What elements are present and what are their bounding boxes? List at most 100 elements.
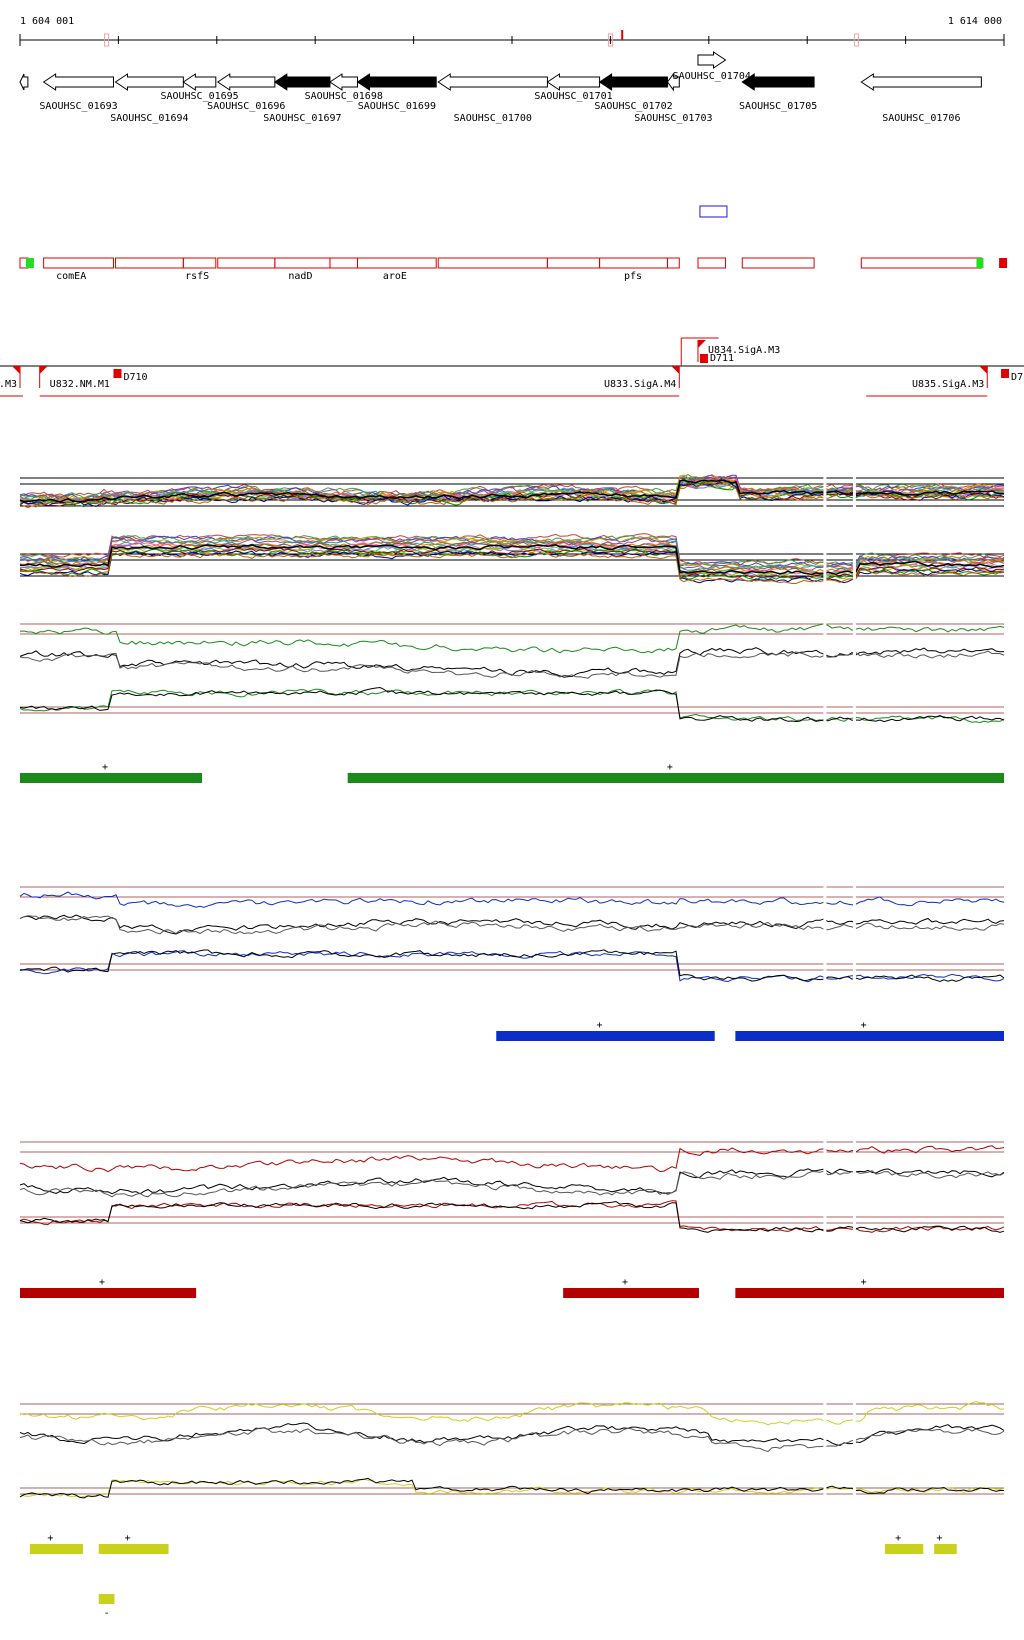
gene-label: SAOUHSC_01700 (454, 113, 532, 124)
profile-trace (19, 623, 1005, 654)
gene-region-box (666, 257, 680, 269)
segment-sign: + (861, 1020, 867, 1031)
gene-arrows: SAOUHSC_01693SAOUHSC_01694SAOUHSC_01695S… (19, 51, 982, 124)
profile-trace (19, 474, 1005, 503)
profile-trace (19, 1200, 1005, 1233)
gene-region-box (114, 257, 184, 269)
profile-trace (19, 914, 1005, 935)
profile-trace (19, 1168, 1005, 1195)
ruler-end-label: 1 614 000 (948, 16, 1002, 27)
gene-label: SAOUHSC_01705 (739, 101, 817, 112)
gene-region-box (860, 257, 982, 269)
segment-sign: + (622, 1277, 628, 1288)
promoter-flag (671, 366, 680, 374)
promoter-label: D71 (1011, 372, 1024, 383)
gene-arrow[interactable] (666, 72, 680, 92)
promoter-flag (39, 366, 48, 374)
ruler-marker (104, 33, 110, 47)
gene-arrow[interactable] (546, 73, 601, 91)
gene-region-box (697, 257, 727, 269)
gene-arrow[interactable] (697, 51, 727, 69)
segment-bar[interactable] (20, 1288, 197, 1298)
promoter-label: A.M3 (0, 379, 17, 390)
segment-sign: + (596, 1020, 602, 1031)
segment-bar[interactable] (934, 1544, 957, 1554)
terminator-marker (699, 354, 708, 363)
promoter-label: U832.NM.M1 (50, 379, 110, 390)
condition-track-yellow: + + + + - (19, 1392, 1005, 1619)
empty-region-box (699, 205, 728, 218)
segment-bar[interactable] (496, 1031, 715, 1041)
gene-label: SAOUHSC_01693 (39, 101, 117, 112)
gene-arrow[interactable] (741, 73, 815, 91)
ruler-start-label: 1 604 001 (20, 16, 74, 27)
gene-short-name: nadD (288, 271, 312, 282)
gene-region-box (741, 257, 815, 269)
gene-arrow[interactable] (216, 73, 276, 91)
gene-region-box (217, 257, 276, 269)
ruler-marker (853, 33, 859, 47)
gene-arrow[interactable] (19, 73, 29, 91)
segment-bar[interactable] (20, 773, 203, 783)
segment-bar[interactable] (98, 1544, 169, 1554)
gene-label: SAOUHSC_01702 (594, 101, 672, 112)
promoter-label: D711 (710, 353, 734, 364)
promoter-flag (979, 366, 988, 374)
segment-bar[interactable] (563, 1288, 699, 1298)
gene-arrow[interactable] (860, 73, 982, 91)
gene-label: SAOUHSC_01696 (207, 101, 285, 112)
segment-bar-minus[interactable] (98, 1594, 115, 1604)
gene-arrow[interactable] (437, 73, 548, 91)
gene-arrow[interactable] (598, 73, 668, 91)
segment-sign: + (99, 1277, 105, 1288)
profile-trace (19, 915, 1005, 935)
segment-sign: + (667, 762, 673, 773)
expression-profiles-top (19, 470, 1005, 520)
terminator-marker (1001, 369, 1010, 378)
gene-arrow[interactable] (42, 73, 114, 91)
profile-trace (19, 1477, 1005, 1499)
gene-arrow[interactable] (329, 73, 359, 91)
promoter-label: U834.SigA.M3 (708, 345, 780, 356)
segment-sign: + (125, 1533, 131, 1544)
profile-trace (19, 535, 1005, 569)
gene-region-box (357, 257, 437, 269)
gene-label: SAOUHSC_01701 (534, 91, 612, 102)
expression-profiles-bottom (19, 533, 1005, 590)
gene-region-box (274, 257, 331, 269)
gene-label: SAOUHSC_01697 (263, 113, 341, 124)
start-marker (25, 258, 34, 268)
segment-bar[interactable] (347, 773, 1004, 783)
profile-trace (19, 950, 1005, 983)
gene-region-box (43, 257, 114, 269)
profile-trace (19, 949, 1005, 983)
segment-bar[interactable] (884, 1544, 924, 1554)
profile-trace (19, 480, 1005, 508)
segment-bar[interactable] (735, 1031, 1004, 1041)
annotation-boxes: comEA rsfS nadD aroE pfs (19, 205, 1008, 282)
gene-arrow[interactable] (356, 73, 437, 91)
profile-trace (19, 547, 1005, 580)
promoter-flag (697, 340, 706, 348)
gene-arrow[interactable] (182, 73, 217, 91)
profile-mean (19, 479, 1005, 503)
segment-bar[interactable] (29, 1544, 83, 1554)
gene-region-box (599, 257, 668, 269)
profile-trace (19, 1422, 1005, 1447)
segment-sign: + (861, 1277, 867, 1288)
condition-track-red: + + + (19, 1130, 1005, 1298)
gene-label: SAOUHSC_01694 (110, 113, 188, 124)
segment-sign: + (895, 1533, 901, 1544)
condition-track-blue: + + (19, 875, 1005, 1041)
gene-arrow[interactable] (273, 73, 331, 91)
segment-sign: + (936, 1533, 942, 1544)
promoter-label: U833.SigA.M4 (604, 379, 676, 390)
profile-trace (19, 1145, 1005, 1173)
gene-label: SAOUHSC_01699 (358, 101, 436, 112)
gene-arrow[interactable] (114, 73, 184, 91)
segment-bar[interactable] (735, 1288, 1004, 1298)
profile-trace (19, 1427, 1005, 1453)
ruler-ticks (19, 30, 1005, 47)
gene-short-name: rsfS (185, 271, 209, 282)
